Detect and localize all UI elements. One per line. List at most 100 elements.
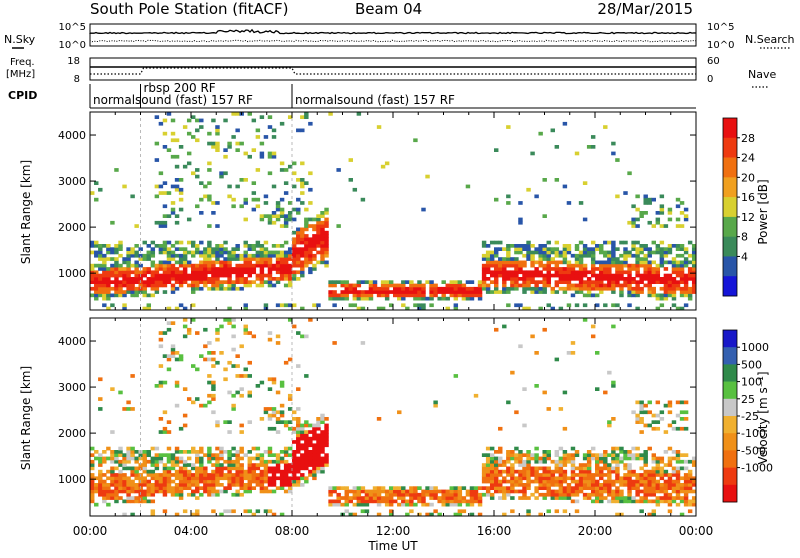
- heatmap-cell: [429, 512, 434, 517]
- heatmap-cell: [170, 184, 176, 189]
- heatmap-cell: [227, 479, 232, 484]
- heatmap-cell: [522, 306, 527, 311]
- heatmap-cell: [199, 280, 204, 284]
- heatmap-cell: [98, 397, 103, 401]
- heatmap-cell: [98, 280, 103, 284]
- heatmap-cell: [211, 489, 216, 494]
- heatmap-cell: [485, 270, 491, 275]
- heatmap-cell: [578, 257, 584, 261]
- heatmap-cell: [514, 280, 519, 284]
- heatmap-cell: [578, 263, 584, 268]
- heatmap-cell: [514, 479, 519, 484]
- heatmap-cell: [287, 453, 293, 457]
- heatmap-cell: [227, 253, 232, 258]
- heatmap-cell: [675, 450, 681, 454]
- heatmap-cell: [623, 479, 628, 484]
- heatmap-cell: [611, 244, 616, 248]
- heatmap-cell: [170, 267, 176, 271]
- heatmap-cell: [316, 456, 321, 461]
- heatmap-cell: [320, 211, 325, 215]
- heatmap-cell: [643, 476, 648, 481]
- heatmap-cell: [469, 290, 475, 294]
- heatmap-cell: [195, 456, 200, 461]
- heatmap-cell: [586, 293, 592, 298]
- heatmap-cell: [603, 253, 608, 258]
- heatmap-cell: [687, 476, 693, 481]
- xtick-label: 12:00: [376, 524, 411, 538]
- heatmap-cell: [570, 351, 576, 355]
- heatmap-cell: [283, 214, 289, 218]
- heatmap-cell: [255, 250, 261, 255]
- heatmap-cell: [267, 466, 273, 471]
- heatmap-cell: [251, 257, 257, 261]
- heatmap-cell: [211, 247, 216, 251]
- heatmap-cell: [279, 384, 285, 388]
- heatmap-cell: [203, 344, 208, 349]
- heatmap-cell: [631, 290, 636, 294]
- heatmap-cell: [506, 469, 511, 474]
- heatmap-cell: [300, 426, 305, 431]
- heatmap-cell: [570, 286, 576, 291]
- heatmap-cell: [352, 489, 358, 494]
- heatmap-cell: [522, 476, 527, 481]
- heatmap-cell: [312, 227, 317, 232]
- heatmap-cell: [643, 270, 648, 275]
- heatmap-cell: [263, 303, 269, 308]
- heatmap-cell: [590, 263, 596, 268]
- heatmap-cell: [542, 214, 547, 218]
- heatmap-cell: [469, 512, 475, 517]
- heatmap-cell: [546, 270, 551, 275]
- heatmap-cell: [215, 224, 220, 228]
- heatmap-cell: [154, 489, 160, 494]
- heatmap-cell: [607, 260, 612, 265]
- heatmap-cell: [506, 486, 511, 490]
- heatmap-cell: [615, 446, 620, 451]
- heatmap-cell: [595, 459, 600, 464]
- heatmap-cell: [590, 489, 596, 494]
- heatmap-cell: [138, 499, 143, 504]
- heatmap-cell: [142, 267, 147, 271]
- heatmap-cell: [360, 306, 366, 311]
- heatmap-cell: [651, 290, 656, 294]
- heatmap-cell: [166, 357, 172, 362]
- heatmap-cell: [191, 283, 196, 288]
- heatmap-cell: [279, 211, 285, 215]
- heatmap-cell: [566, 260, 572, 265]
- heatmap-cell: [635, 486, 640, 490]
- heatmap-cell: [178, 207, 184, 212]
- heatmap-cell: [251, 148, 257, 152]
- heatmap-cell: [102, 456, 107, 461]
- heatmap-cell: [599, 260, 604, 265]
- heatmap-cell: [211, 393, 216, 398]
- heatmap-cell: [494, 240, 499, 245]
- heatmap-cell: [150, 263, 156, 268]
- heatmap-cell: [199, 267, 204, 271]
- heatmap-cell: [332, 502, 337, 507]
- heatmap-cell: [498, 426, 503, 431]
- heatmap-cell: [554, 273, 560, 278]
- heatmap-cell: [687, 270, 693, 275]
- heatmap-cell: [683, 410, 689, 415]
- power-colorbar-tick-label: 8: [741, 231, 748, 244]
- heatmap-cell: [215, 327, 220, 332]
- heatmap-cell: [409, 286, 414, 291]
- heatmap-cell: [510, 273, 515, 278]
- heatmap-cell: [178, 354, 184, 358]
- heatmap-cell: [534, 473, 539, 477]
- heatmap-cell: [267, 280, 273, 284]
- heatmap-cell: [142, 456, 147, 461]
- heatmap-cell: [356, 492, 362, 497]
- heatmap-cell: [239, 479, 244, 484]
- heatmap-cell: [320, 463, 325, 467]
- heatmap-cell: [522, 270, 527, 275]
- heatmap-cell: [651, 273, 656, 278]
- heatmap-cell: [578, 286, 584, 291]
- heatmap-cell: [207, 253, 212, 258]
- heatmap-cell: [300, 270, 305, 275]
- heatmap-cell: [647, 479, 652, 484]
- heatmap-cell: [582, 486, 588, 490]
- heatmap-cell: [94, 483, 99, 487]
- heatmap-cell: [570, 489, 576, 494]
- heatmap-cell: [283, 476, 289, 481]
- heatmap-cell: [308, 253, 313, 258]
